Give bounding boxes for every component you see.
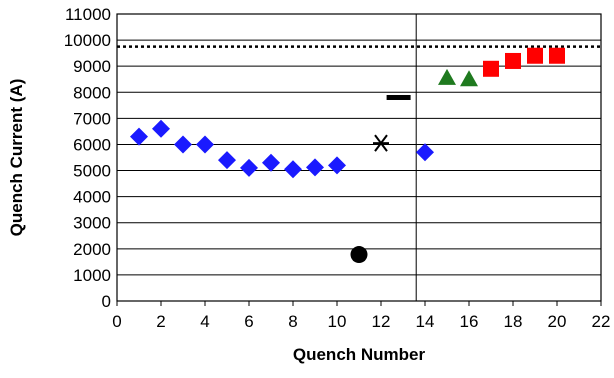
y-tick-label: 10000 [64,31,111,50]
x-tick-label: 6 [244,312,253,331]
square-point [505,52,521,69]
x-tick-label: 10 [328,312,347,331]
y-tick-label: 8000 [73,83,111,102]
diamond-point [218,151,236,170]
dash-point [386,94,411,100]
x-tick-label: 16 [460,312,479,331]
x-tick-label: 18 [504,312,523,331]
x-tick-label: 22 [592,312,611,331]
x-tick-label: 14 [416,312,435,331]
y-tick-label: 3000 [73,214,111,233]
y-tick-label: 2000 [73,240,111,259]
tick-labels: 0100020003000400050006000700080009000100… [64,5,611,331]
y-tick-label: 9000 [73,57,111,76]
triangle-point [438,68,456,85]
plot-frame [116,13,602,302]
y-tick-label: 6000 [73,135,111,154]
y-tick-label: 0 [102,292,111,311]
data-points [130,47,565,264]
y-tick-label: 1000 [73,266,111,285]
y-tick-label: 5000 [73,162,111,181]
square-point [483,60,499,77]
y-tick-label: 4000 [73,188,111,207]
square-point [549,47,565,64]
x-tick-label: 0 [112,312,121,331]
diamond-point [306,158,324,177]
y-tick-label: 11000 [65,5,111,24]
asterisk-stroke [374,134,388,152]
circle-point [350,246,368,264]
diamond-point [240,158,258,177]
x-tick-label: 4 [200,312,209,331]
square-point [527,47,543,64]
diamond-point [284,160,302,179]
diamond-point [416,143,434,162]
diamond-point [130,127,148,146]
x-axis-title: Quench Number [293,345,426,364]
x-tick-label: 20 [548,312,567,331]
y-tick-label: 7000 [73,109,111,128]
asterisk-point [373,134,389,152]
reference-lines [117,14,601,301]
x-tick-label: 12 [372,312,391,331]
diamond-point [174,135,192,154]
diamond-point [328,156,346,175]
x-tick-label: 8 [288,312,297,331]
triangle-point [460,70,478,87]
diamond-point [196,135,214,154]
diamond-point [152,119,170,138]
y-axis-title: Quench Current (A) [7,79,26,237]
diamond-point [262,153,280,172]
x-tick-label: 2 [156,312,165,331]
